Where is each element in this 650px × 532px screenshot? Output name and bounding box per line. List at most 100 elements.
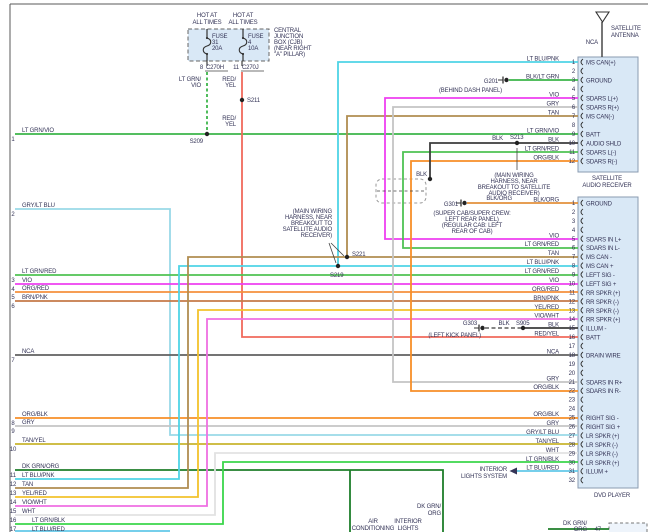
circuit-row-number: 9	[11, 429, 15, 435]
dvd-pin-number: 28	[569, 442, 576, 448]
dvd-pin-number: 27	[569, 433, 576, 439]
diagram-label: NCA	[586, 40, 598, 46]
dvd-pin-number: 14	[569, 317, 576, 323]
circuit-row-number: 4	[11, 287, 15, 293]
diagram-label: S905	[516, 321, 530, 327]
receiver-pin-wire-label: LT GRN/RED	[525, 147, 560, 153]
wire-red-yel-batt	[241, 72, 578, 338]
dvd-pin-function-label: SDARS IN R+	[586, 380, 623, 386]
diagram-label: (BEHIND DASH PANEL)	[439, 88, 502, 94]
receiver-pin-function-label: SDARS R(-)	[586, 160, 617, 166]
dvd-pin-bracket	[580, 441, 584, 448]
central-junction-box	[187, 28, 270, 62]
receiver-pin-function-label: SDARS L(+)	[586, 97, 618, 103]
diagram-label: BREAKOUT TO	[291, 221, 333, 227]
diagram-label: DVD PLAYER	[594, 493, 631, 499]
dvd-pin-number: 17	[569, 344, 576, 350]
receiver-pin-number: 5	[572, 96, 576, 102]
diagram-label: FUSE	[212, 34, 228, 40]
diagram-label: C270H	[206, 65, 224, 71]
diagram-label: (MAIN WIRING	[494, 173, 534, 179]
wire-lt-grn-red-sdars-link	[402, 151, 578, 249]
dvd-pin-wire-label: GRY	[547, 376, 560, 382]
fuse-terminal	[241, 52, 245, 56]
dvd-pin-number: 16	[569, 335, 576, 341]
ground-icon-g303	[480, 325, 485, 331]
circuit-row-wire-label: LT GRN/BLK	[32, 518, 65, 524]
circuit-row-wire-label: ORG/RED	[22, 286, 50, 292]
diagram-label: (SUPER CAB/SUPER CREW:	[433, 211, 511, 217]
dvd-pin-bracket	[580, 262, 584, 269]
ground-icon-g301	[462, 200, 467, 206]
dvd-pin-number: 3	[572, 219, 576, 225]
receiver-pin-function-label: AUDIO SHLD	[586, 142, 622, 148]
splice-s219	[335, 263, 341, 269]
dvd-pin-number: 22	[569, 389, 576, 395]
dvd-pin-bracket	[580, 458, 584, 466]
dvd-pin-wire-label: GRY	[547, 421, 560, 427]
receiver-pin-number: 12	[569, 159, 576, 165]
wire-wht-lr-spkr	[15, 452, 578, 516]
dvd-pin-number: 21	[569, 380, 576, 386]
dvd-pin-bracket	[580, 324, 584, 332]
dvd-pin-bracket	[580, 405, 584, 412]
receiver-pin-bracket	[580, 85, 584, 93]
dvd-pin-bracket	[580, 226, 584, 234]
diagram-label: ANTENNA	[611, 33, 639, 39]
splice-s905	[520, 325, 526, 331]
satellite-antenna-icon	[594, 11, 611, 24]
wire-dk-grn-org-illum	[15, 469, 444, 532]
diagram-label: FUSE	[248, 34, 264, 40]
diagram-label: AUDIO RECEIVER)	[488, 191, 539, 197]
dvd-pin-number: 20	[569, 371, 576, 377]
circuit-row-wire-label: GRY	[22, 420, 35, 426]
circuit-row-wire-label: YEL/RED	[22, 491, 47, 497]
dvd-pin-wire-label: LT GRN/BLK	[526, 457, 559, 463]
dvd-pin-number: 12	[569, 299, 576, 305]
circuit-row-number: 13	[10, 491, 17, 497]
dvd-pin-function-label: SDARS IN L-	[586, 246, 620, 252]
wire-lt-blu-pnk-ms-can	[15, 265, 578, 480]
diagram-label: SATELLITE	[592, 176, 622, 182]
diagram-label: LEFT REAR PANEL)	[445, 217, 499, 223]
receiver-pin-wire-label: BLK	[548, 138, 559, 144]
cutoff-connector-box	[608, 522, 648, 532]
dvd-pin-bracket	[580, 306, 584, 314]
dvd-pin-bracket	[580, 253, 584, 260]
receiver-pin-number: 11	[569, 150, 576, 156]
dvd-pin-number: 32	[569, 478, 576, 484]
receiver-pin-function-label: MS CAN(-)	[586, 115, 614, 121]
diagram-label: BLK/ORG	[486, 196, 512, 202]
diagram-label: S219	[330, 273, 344, 279]
dvd-pin-wire-label: BLK	[548, 323, 559, 329]
circuit-row-number: 6	[11, 304, 15, 310]
diagram-label: BLK	[492, 136, 503, 142]
diagram-label: CONDITIONING	[352, 526, 395, 532]
dvd-pin-function-label: MS CAN +	[586, 264, 614, 270]
receiver-pin-bracket	[580, 139, 584, 147]
dvd-pin-number: 26	[569, 425, 576, 431]
diagram-label: DK GRN/	[563, 521, 587, 527]
dvd-pin-number: 4	[572, 228, 576, 234]
interior-lights-arrow-icon	[509, 467, 517, 475]
dvd-pin-bracket	[580, 315, 584, 323]
diagram-label: BOX (CJB)	[274, 40, 302, 46]
dvd-pin-bracket	[580, 208, 584, 216]
dvd-pin-wire-label: LT BLU/RED	[526, 466, 559, 472]
diagram-label: RED/	[222, 77, 236, 83]
diagram-label: S213	[510, 135, 524, 141]
dvd-pin-function-label: RR SPKR (-)	[586, 300, 619, 306]
dvd-pin-number: 8	[572, 264, 576, 270]
diagram-label: INTERIOR	[480, 467, 508, 473]
dvd-pin-function-label: RR SPKR (-)	[586, 309, 619, 315]
diagram-label: S221	[352, 252, 366, 258]
receiver-pin-wire-label: LT GRN/VIO	[527, 129, 559, 135]
diagram-label: DK GRN/	[417, 504, 441, 510]
dvd-pin-bracket	[580, 414, 584, 421]
dvd-pin-function-label: GROUND	[586, 202, 613, 208]
receiver-pin-number: 2	[572, 69, 576, 75]
dvd-pin-number: 2	[572, 210, 576, 216]
diagram-label: YEL	[225, 122, 237, 128]
dvd-pin-wire-label: VIO	[549, 233, 559, 239]
